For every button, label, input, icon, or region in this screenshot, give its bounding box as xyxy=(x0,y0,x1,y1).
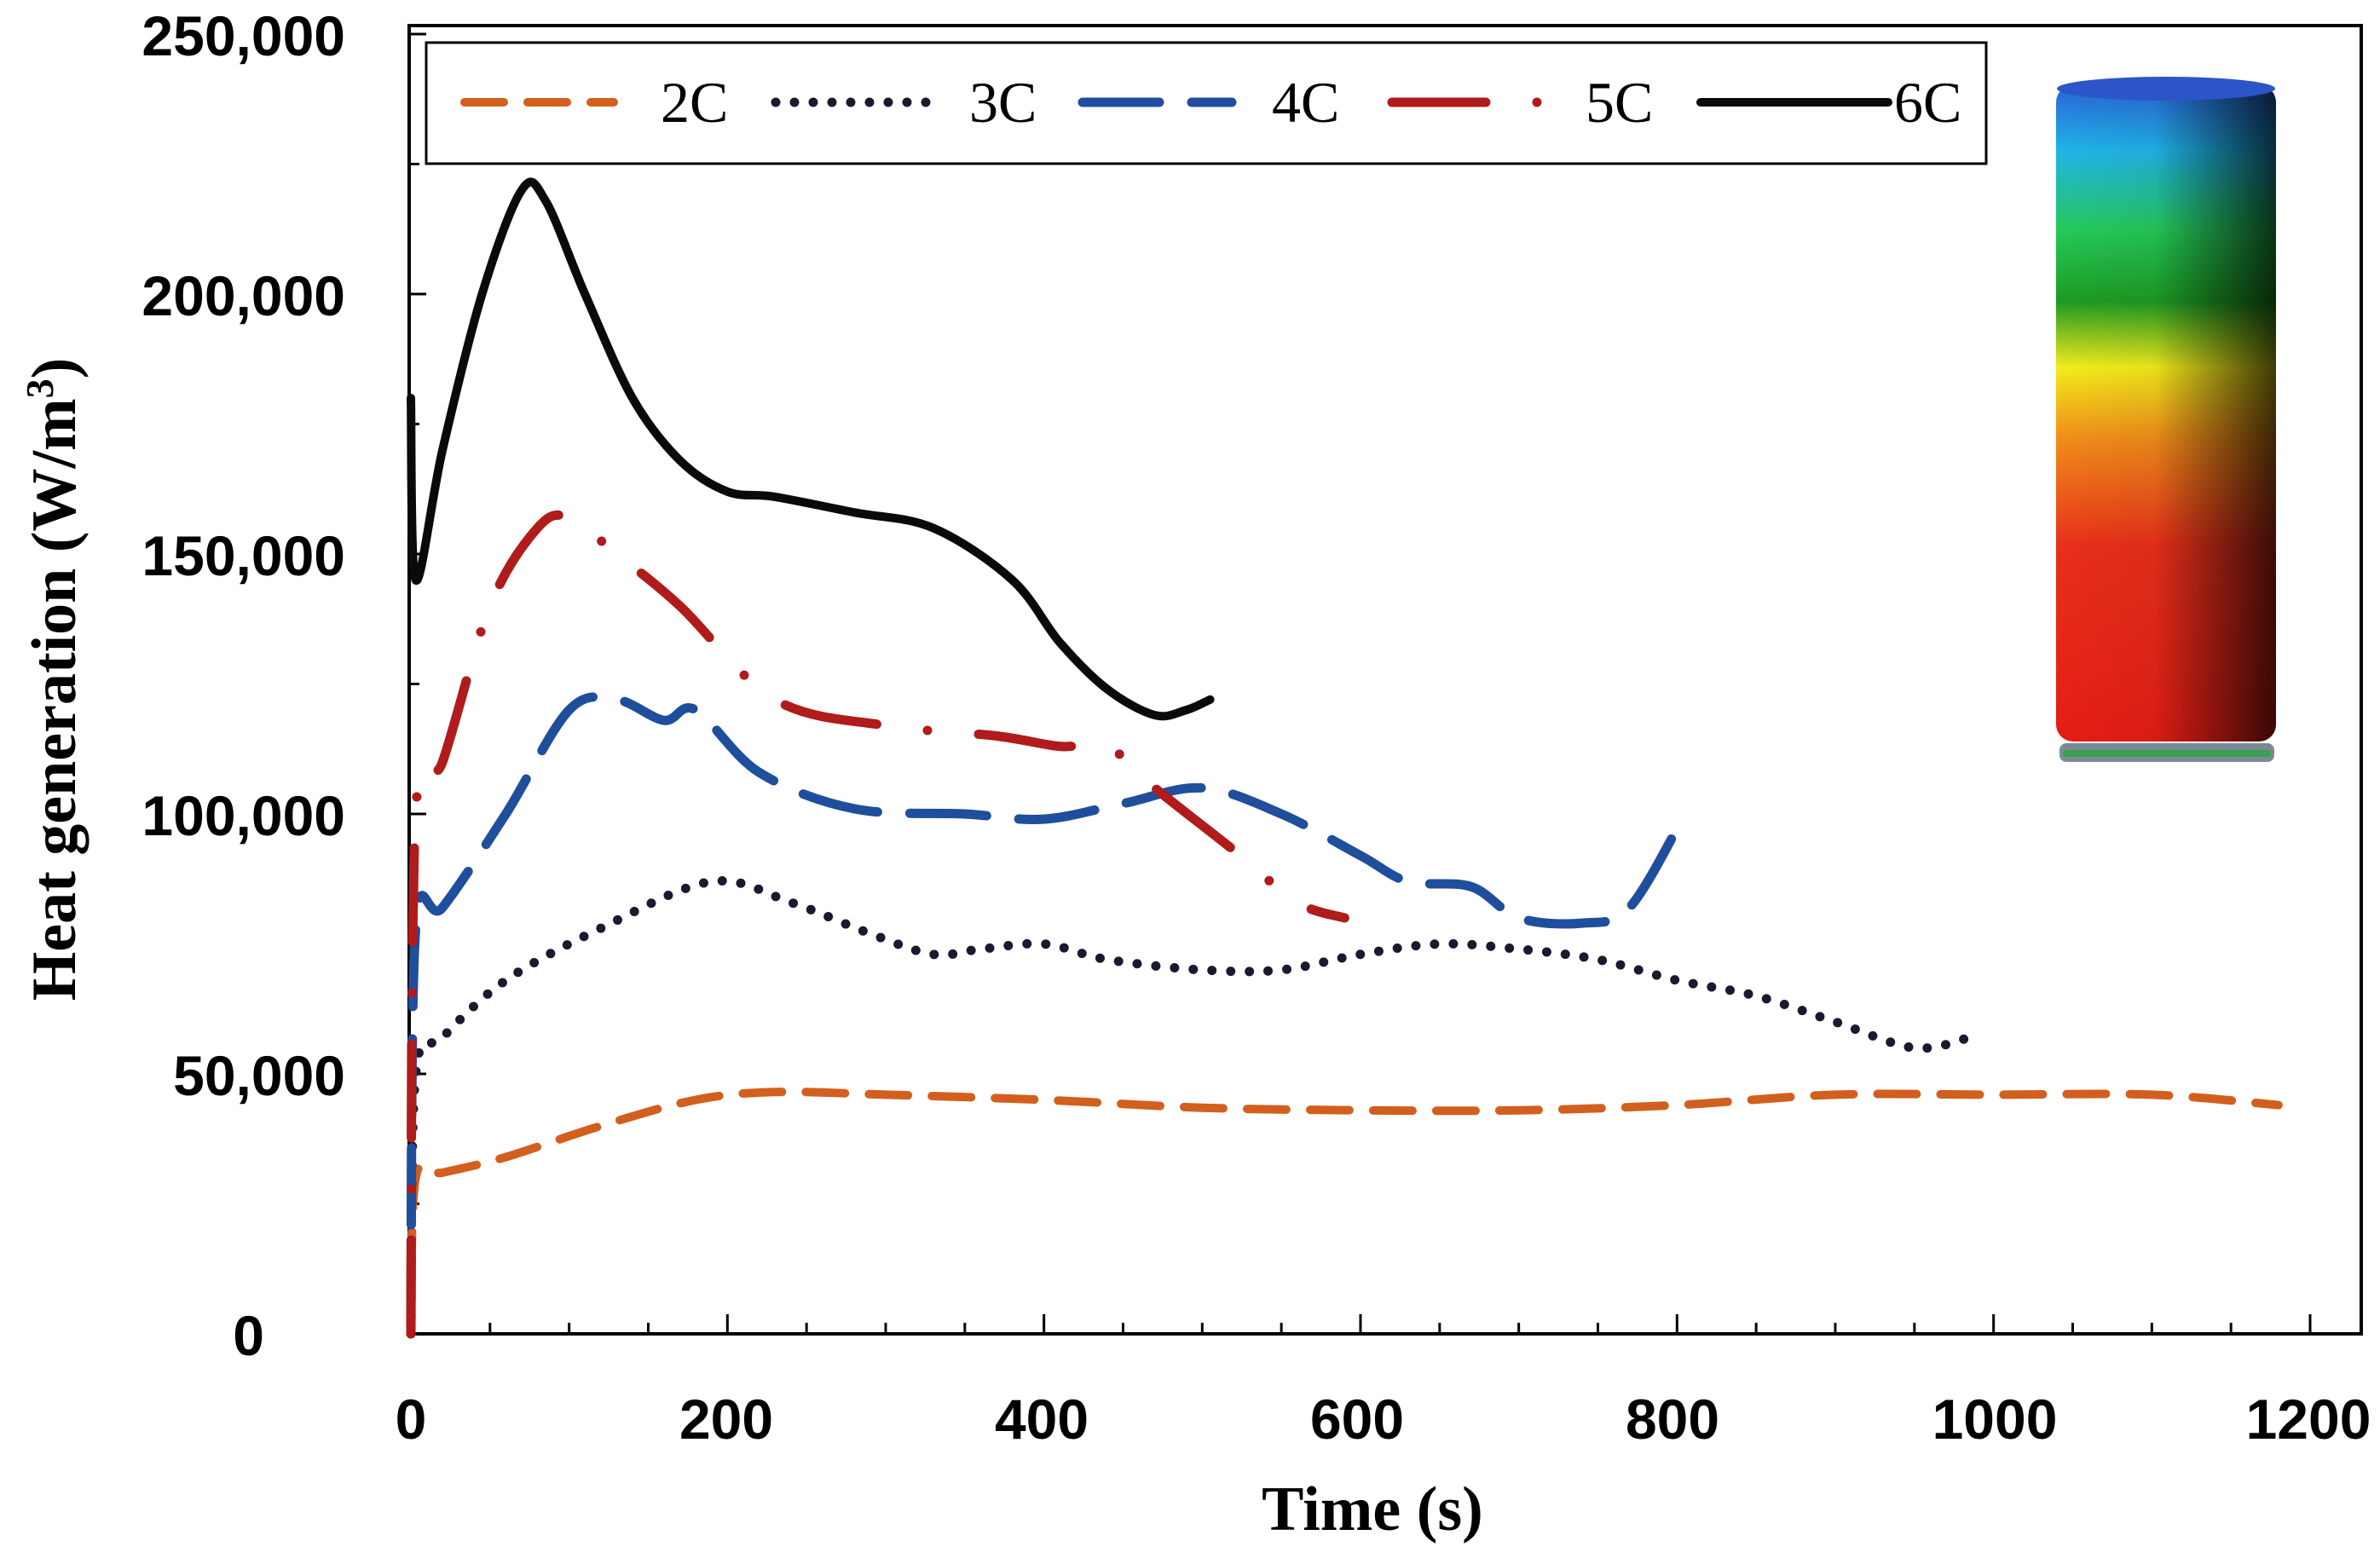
y-axis-title-close: ) xyxy=(20,358,90,379)
series-line-6c xyxy=(407,177,1215,721)
y-axis-title-superscript: 3 xyxy=(18,378,61,398)
ytick-label: 250,000 xyxy=(142,4,345,67)
ytick-label: 200,000 xyxy=(142,264,345,327)
x-axis-ticks xyxy=(409,1314,2312,1334)
legend-label-2c: 2C xyxy=(661,70,728,135)
xtick-label: 600 xyxy=(1310,1388,1404,1451)
legend: 2C 3C 4C 5C 6C xyxy=(425,41,1988,165)
xtick-label: 1200 xyxy=(2246,1388,2371,1451)
xtick-label: 200 xyxy=(679,1388,773,1451)
legend-label-4c: 4C xyxy=(1272,70,1339,135)
x-axis-title: Time (s) xyxy=(1262,1474,1483,1544)
series-line-2c xyxy=(407,1088,2283,1338)
ytick-label: 50,000 xyxy=(173,1044,345,1107)
ytick-label: 150,000 xyxy=(142,524,345,587)
legend-label-5c: 5C xyxy=(1586,70,1653,135)
y-axis: 0 50,000 100,000 150,000 200,000 250,000 xyxy=(142,4,345,1367)
cell-shading xyxy=(2056,85,2276,741)
xtick-label: 0 xyxy=(396,1388,427,1451)
cell-top-cap xyxy=(2057,77,2275,101)
series-line-3c xyxy=(406,875,1975,1339)
ytick-label: 0 xyxy=(233,1304,264,1367)
series-line-5c xyxy=(406,510,1349,1339)
xtick-label: 400 xyxy=(995,1388,1089,1451)
x-axis: 0 200 400 600 800 1000 1200 xyxy=(396,1388,2371,1451)
y-axis-title: Heat generation (W/m3) xyxy=(18,358,90,1001)
legend-label-3c: 3C xyxy=(969,70,1037,135)
cell-bottom-ring xyxy=(2063,750,2271,757)
series-line-4c xyxy=(406,692,1690,1339)
legend-label-6c: 6C xyxy=(1894,70,1961,135)
battery-cell-heatmap-image xyxy=(2056,77,2276,762)
y-axis-title-main: Heat generation (W/m xyxy=(20,398,90,1001)
ytick-label: 100,000 xyxy=(142,784,345,847)
xtick-label: 1000 xyxy=(1932,1388,2058,1451)
plot-frame xyxy=(407,24,2363,1336)
series-layer xyxy=(406,177,2283,1339)
xtick-label: 800 xyxy=(1626,1388,1719,1451)
